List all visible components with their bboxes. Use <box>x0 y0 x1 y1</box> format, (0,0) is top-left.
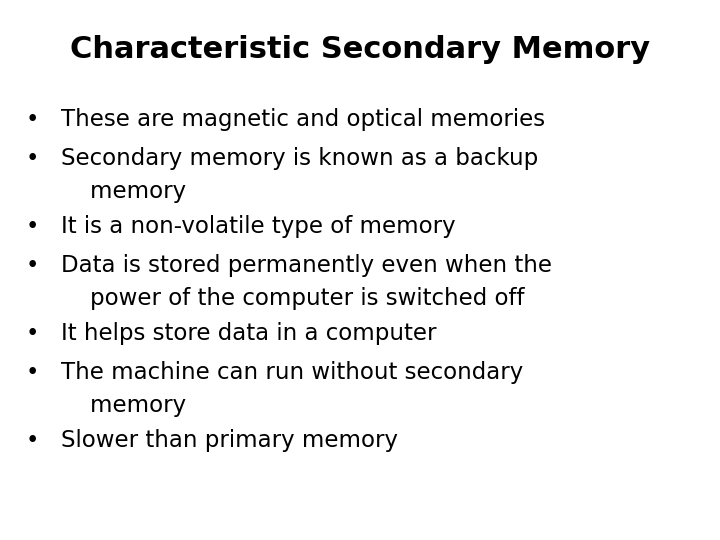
Text: It helps store data in a computer: It helps store data in a computer <box>61 322 437 345</box>
Text: It is a non-volatile type of memory: It is a non-volatile type of memory <box>61 215 456 238</box>
Text: memory: memory <box>61 180 186 203</box>
Text: Data is stored permanently even when the: Data is stored permanently even when the <box>61 254 552 278</box>
Text: •: • <box>26 147 39 171</box>
Text: •: • <box>26 215 39 238</box>
Text: power of the computer is switched off: power of the computer is switched off <box>61 287 525 310</box>
Text: •: • <box>26 254 39 278</box>
Text: •: • <box>26 361 39 384</box>
Text: Characteristic Secondary Memory: Characteristic Secondary Memory <box>70 35 650 64</box>
Text: memory: memory <box>61 394 186 417</box>
Text: •: • <box>26 108 39 131</box>
Text: Secondary memory is known as a backup: Secondary memory is known as a backup <box>61 147 539 171</box>
Text: The machine can run without secondary: The machine can run without secondary <box>61 361 523 384</box>
Text: •: • <box>26 429 39 452</box>
Text: These are magnetic and optical memories: These are magnetic and optical memories <box>61 108 545 131</box>
Text: •: • <box>26 322 39 345</box>
Text: Slower than primary memory: Slower than primary memory <box>61 429 398 452</box>
